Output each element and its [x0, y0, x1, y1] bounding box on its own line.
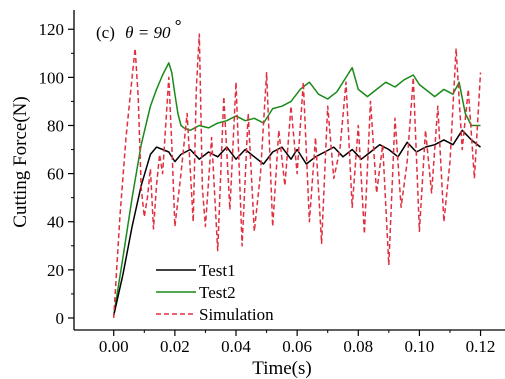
- legend-label-test1: Test1: [199, 261, 236, 280]
- y-tick-label: 40: [47, 213, 64, 232]
- x-axis-title: Time(s): [252, 358, 311, 379]
- y-tick-label: 20: [47, 261, 64, 280]
- axes-layer: [73, 10, 505, 331]
- y-tick-label: 80: [47, 116, 64, 135]
- legend-label-simulation: Simulation: [199, 305, 274, 324]
- y-tick-label: 120: [39, 20, 65, 39]
- legend: Test1 Test2 Simulation: [156, 261, 274, 324]
- x-tick-label: 0.00: [99, 337, 129, 356]
- x-tick-label: 0.04: [221, 337, 251, 356]
- y-tick-label: 60: [47, 165, 64, 184]
- x-tick-label: 0.10: [405, 337, 435, 356]
- series-line-test1: [112, 129, 481, 316]
- x-tick-label: 0.08: [343, 337, 373, 356]
- x-tick-label: 0.06: [282, 337, 312, 356]
- y-axis-title: Cutting Force(N): [10, 96, 31, 227]
- ticks-layer: 0 20 40 60 80 100 120 0.00 0.02 0.04 0.06 0.08 0.10 0…: [39, 20, 496, 356]
- y-tick-label: 100: [39, 68, 65, 87]
- series-line-test2: [112, 62, 481, 316]
- x-tick-label: 0.12: [466, 337, 496, 356]
- x-tick-label: 0.02: [160, 337, 190, 356]
- legend-label-test2: Test2: [199, 283, 236, 302]
- series-layer: [112, 33, 482, 319]
- panel-label: (c) θ = 90 °: [96, 16, 182, 42]
- y-tick-label: 0: [56, 309, 65, 328]
- series-line-simulation: [112, 33, 482, 319]
